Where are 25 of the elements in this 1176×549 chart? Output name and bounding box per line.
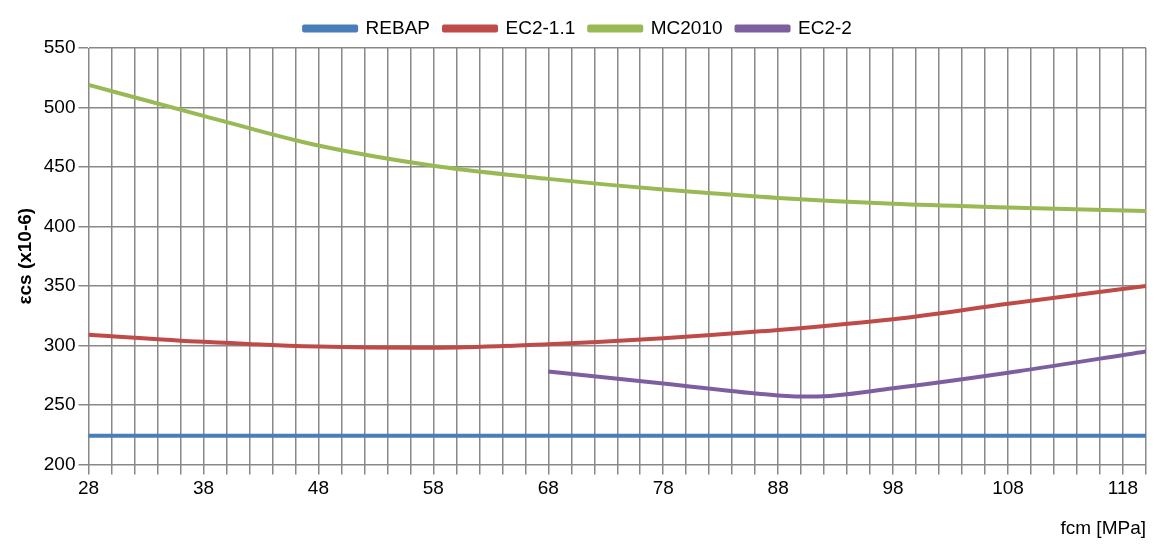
legend-label: REBAP	[365, 16, 431, 38]
x-tick-label: 108	[992, 477, 1024, 499]
y-tick-label: 250	[43, 393, 76, 415]
y-tick-label: 200	[43, 452, 76, 474]
x-tick-label: 88	[767, 477, 789, 499]
y-tick-label: 450	[43, 155, 76, 177]
y-tick-label: 300	[43, 333, 76, 355]
y-axis-title: εcs (x10-6)	[13, 207, 35, 305]
legend-label: EC2-1.1	[505, 16, 576, 38]
x-tick-label: 58	[422, 477, 444, 499]
legend-label: MC2010	[650, 16, 723, 38]
x-tick-label: 78	[652, 477, 674, 499]
x-tick-label: 68	[537, 477, 559, 499]
x-tick-label: 118	[1107, 477, 1139, 499]
x-tick-label: 98	[882, 477, 904, 499]
x-axis-title: fcm [MPa]	[1060, 516, 1146, 538]
x-tick-label: 48	[307, 477, 329, 499]
y-tick-label: 550	[43, 36, 76, 58]
y-tick-label: 350	[43, 274, 76, 296]
y-tick-label: 500	[43, 95, 76, 117]
legend-label: EC2-2	[798, 16, 852, 38]
x-tick-label: 38	[192, 477, 215, 499]
x-tick-label: 28	[77, 477, 100, 499]
line-series	[546, 349, 1146, 399]
y-tick-label: 400	[43, 214, 76, 236]
